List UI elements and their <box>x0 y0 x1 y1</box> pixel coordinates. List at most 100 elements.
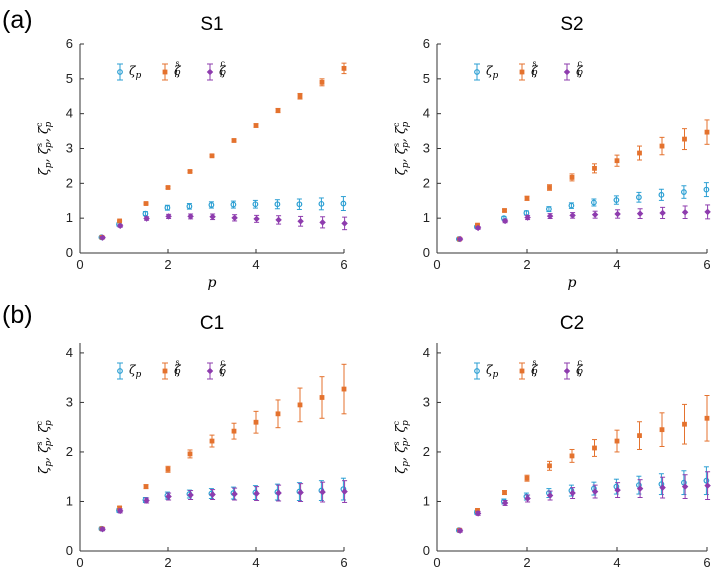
x-tick-label: 2 <box>164 257 171 272</box>
legend: ζp ζs p ζc p <box>474 59 584 81</box>
legend-marker <box>117 69 123 75</box>
x-tick-label: 4 <box>613 257 620 272</box>
data-point <box>524 475 530 481</box>
chart-title: S2 <box>560 14 583 35</box>
data-point <box>319 79 325 85</box>
chart-c2: C2 0 2 4 6 0 1 2 3 4 p ζp, ζsp, ζcp ζp ζsp ζcp <box>392 313 711 577</box>
data-point <box>208 202 215 208</box>
x-tick-label: 4 <box>252 555 259 570</box>
data-point <box>231 138 237 143</box>
data-point <box>658 191 665 198</box>
data-point <box>568 202 575 209</box>
data-point <box>636 210 644 217</box>
data-point <box>474 510 482 517</box>
x-tick-label: 6 <box>703 257 710 272</box>
data-point <box>231 490 238 498</box>
data-point <box>546 492 554 499</box>
data-point <box>341 488 348 495</box>
y-tick-label: 5 <box>423 71 430 86</box>
y-tick-label: 1 <box>66 210 73 225</box>
series-zeta <box>456 466 710 534</box>
data-point <box>614 486 621 494</box>
data-point <box>164 204 171 211</box>
data-point <box>275 108 281 113</box>
data-point <box>547 185 552 190</box>
series-zeta_c <box>99 480 348 533</box>
data-point <box>186 203 193 210</box>
data-point <box>659 427 665 433</box>
data-point <box>253 490 260 497</box>
y-axis-label-text: ζp, ζsp, ζcp <box>392 121 411 175</box>
y-tick-label: 4 <box>66 345 73 360</box>
data-point <box>275 216 282 224</box>
x-tick-label: 0 <box>76 555 83 570</box>
legend: ζp ζs p ζc p <box>117 358 227 380</box>
data-point <box>209 491 216 498</box>
data-point <box>165 185 171 190</box>
y-tick-label: 1 <box>423 210 430 225</box>
data-point <box>569 489 576 497</box>
series-zeta_c <box>99 213 348 241</box>
data-point <box>546 212 554 220</box>
data-point <box>341 65 347 71</box>
data-point <box>659 484 666 491</box>
data-point <box>341 386 347 392</box>
data-point <box>117 218 122 224</box>
data-point <box>591 211 599 218</box>
data-point <box>253 419 259 425</box>
y-tick-label: 4 <box>66 106 73 121</box>
data-point <box>637 433 642 439</box>
chart-title: S1 <box>200 14 223 35</box>
data-point <box>659 209 666 217</box>
data-point <box>592 445 597 451</box>
series-zeta_s <box>457 394 710 533</box>
y-tick-label: 2 <box>66 175 73 190</box>
legend-label: ζs p <box>531 59 539 78</box>
data-point <box>209 438 215 444</box>
data-point <box>143 484 149 490</box>
data-point <box>230 201 237 208</box>
data-point <box>143 497 150 504</box>
data-point <box>681 209 689 216</box>
legend-label: ζs p <box>174 59 182 78</box>
data-point <box>319 219 326 226</box>
legend-marker <box>162 368 168 374</box>
data-point <box>231 428 237 434</box>
x-tick-label: 2 <box>164 555 171 570</box>
data-point <box>614 158 620 164</box>
y-axis-label: ζp, ζsp, ζcp <box>392 121 411 175</box>
data-point <box>614 210 621 218</box>
data-point <box>142 210 149 217</box>
data-point <box>636 194 642 201</box>
series-zeta_s <box>99 363 347 532</box>
data-point <box>591 199 597 206</box>
data-point <box>99 525 106 533</box>
x-tick-label: 4 <box>252 257 259 272</box>
chart-title: C1 <box>200 313 224 334</box>
legend: ζp ζs p ζc p <box>474 358 584 380</box>
data-point <box>524 195 530 201</box>
legend-marker <box>519 69 525 75</box>
data-point <box>591 488 599 495</box>
data-point <box>456 527 464 534</box>
data-point <box>99 234 106 241</box>
y-tick-label: 0 <box>423 543 430 558</box>
data-point <box>501 217 509 225</box>
data-point <box>187 169 193 174</box>
data-point <box>613 197 620 203</box>
charts-container: S1 0 2 4 6 0 1 2 3 4 5 6 p ζp, ζsp, ζcp ζp ζs p ζc p S2 0 2 4 6… <box>35 14 711 577</box>
x-axis-label: p <box>568 275 577 291</box>
chart-s2: S2 0 2 4 6 0 1 2 3 4 5 6 p ζp, ζsp, ζcp ζp ζs p ζc p <box>392 14 711 291</box>
legend-marker <box>162 69 168 75</box>
data-point <box>143 215 150 222</box>
x-axis-label: p <box>568 573 577 577</box>
legend-marker <box>563 367 571 375</box>
legend-label: ζc p <box>219 358 227 377</box>
data-point <box>297 489 304 496</box>
x-axis-label: p <box>208 275 217 291</box>
legend-label: ζc p <box>219 59 227 78</box>
data-point <box>704 129 710 135</box>
data-point <box>704 482 711 489</box>
legend-marker <box>563 68 571 76</box>
